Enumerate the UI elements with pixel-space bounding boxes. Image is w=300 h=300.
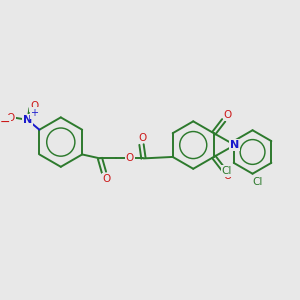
Text: +: + [30,108,38,118]
Text: O: O [138,133,147,142]
Text: O: O [224,171,232,181]
Text: −: − [0,116,10,129]
Text: N: N [230,140,239,150]
Text: O: O [224,110,232,120]
Text: N: N [23,115,32,125]
Text: O: O [103,174,111,184]
Text: O: O [125,153,134,164]
Text: Cl: Cl [222,166,232,176]
Text: O: O [7,113,15,123]
Text: O: O [30,101,39,111]
Text: Cl: Cl [252,177,263,187]
